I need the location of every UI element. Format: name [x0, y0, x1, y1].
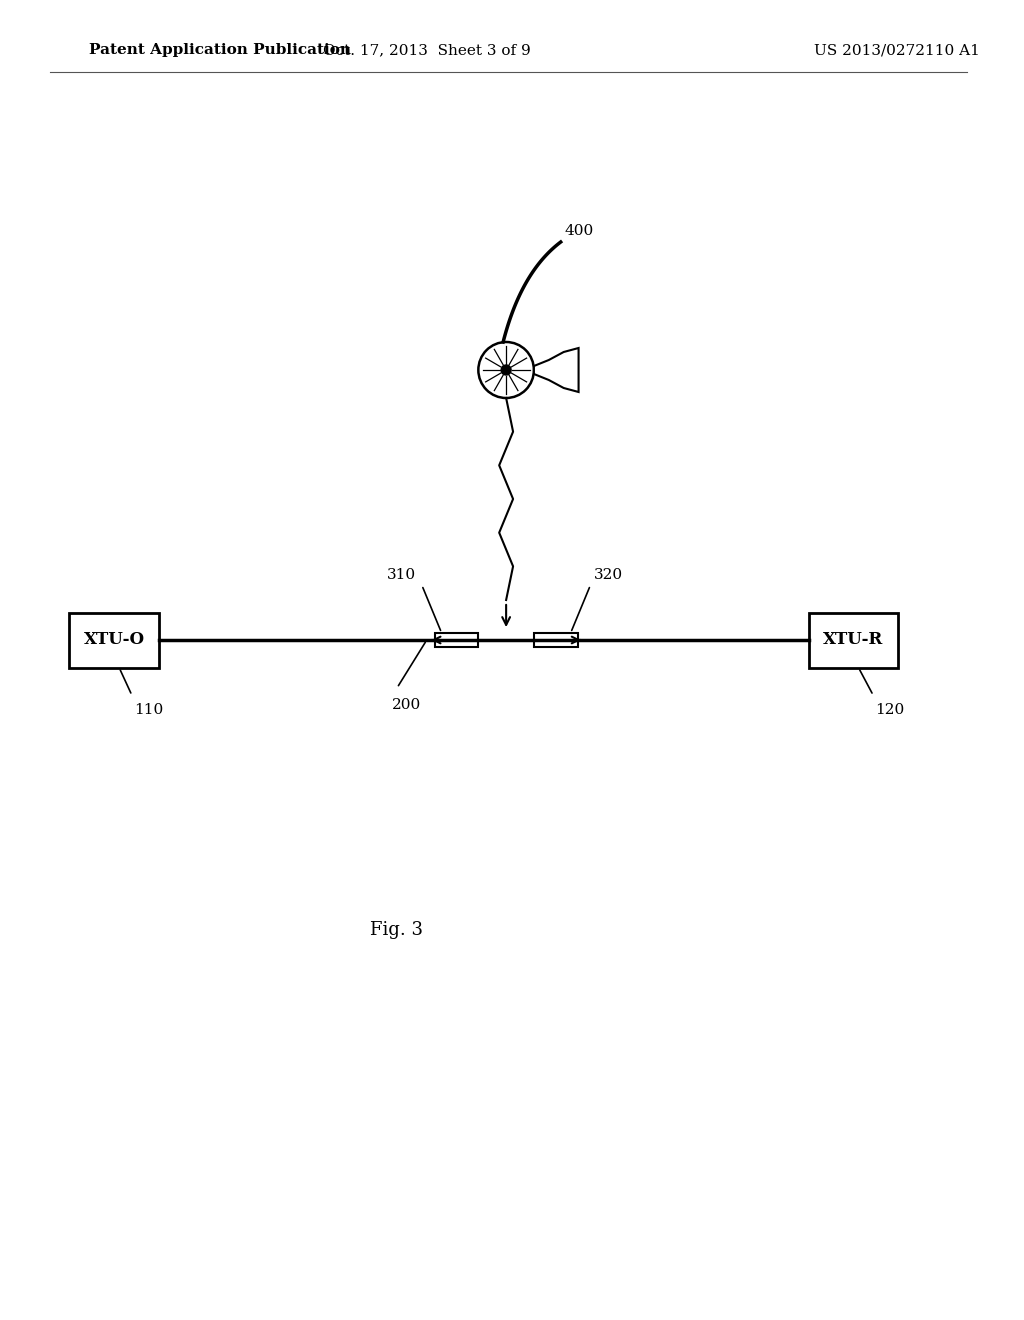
FancyBboxPatch shape: [70, 612, 159, 668]
Circle shape: [501, 366, 511, 375]
Text: Patent Application Publication: Patent Application Publication: [89, 44, 351, 57]
Text: 200: 200: [392, 698, 421, 711]
Text: 110: 110: [134, 702, 163, 717]
Bar: [434, 634, 478, 647]
Text: US 2013/0272110 A1: US 2013/0272110 A1: [814, 44, 980, 57]
Text: Oct. 17, 2013  Sheet 3 of 9: Oct. 17, 2013 Sheet 3 of 9: [323, 44, 530, 57]
Polygon shape: [534, 348, 579, 392]
Text: 120: 120: [876, 702, 904, 717]
Text: Fig. 3: Fig. 3: [371, 921, 424, 939]
Text: XTU-R: XTU-R: [823, 631, 884, 648]
Bar: [534, 634, 578, 647]
Text: 400: 400: [564, 224, 594, 238]
Text: 310: 310: [387, 568, 416, 582]
FancyBboxPatch shape: [809, 612, 898, 668]
Text: 320: 320: [594, 568, 623, 582]
Text: XTU-O: XTU-O: [84, 631, 144, 648]
